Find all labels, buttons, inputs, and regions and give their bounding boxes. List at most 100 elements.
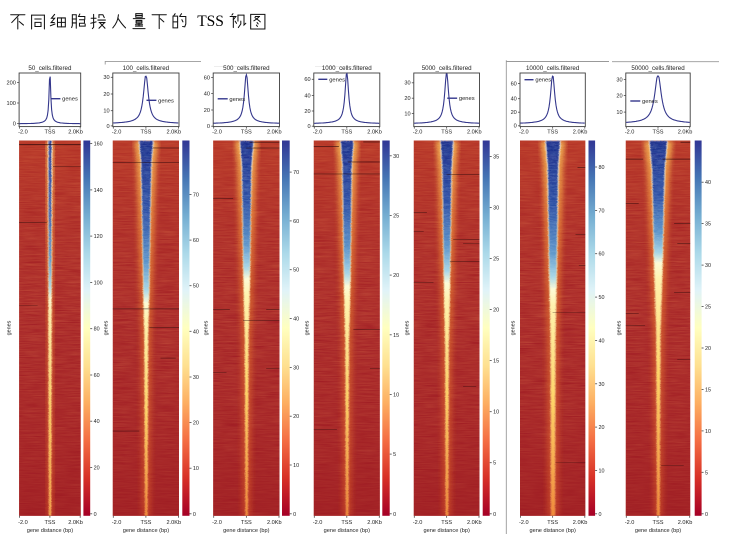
svg-text:50_cells.filtered: 50_cells.filtered bbox=[28, 65, 72, 72]
svg-text:60: 60 bbox=[599, 252, 605, 258]
svg-text:0: 0 bbox=[94, 512, 97, 518]
svg-text:-2.0: -2.0 bbox=[18, 130, 28, 136]
svg-text:0: 0 bbox=[705, 512, 708, 518]
svg-text:20: 20 bbox=[511, 110, 517, 116]
svg-text:gene distance (bp): gene distance (bp) bbox=[223, 528, 269, 534]
svg-text:TSS: TSS bbox=[547, 130, 558, 136]
svg-text:25: 25 bbox=[393, 214, 399, 220]
svg-text:2.0Kb: 2.0Kb bbox=[166, 130, 181, 136]
svg-text:TSS: TSS bbox=[441, 130, 452, 136]
svg-text:0: 0 bbox=[13, 122, 16, 128]
svg-text:20: 20 bbox=[493, 308, 499, 314]
svg-text:35: 35 bbox=[493, 154, 499, 160]
svg-text:0: 0 bbox=[493, 512, 496, 518]
svg-text:20: 20 bbox=[103, 92, 109, 98]
svg-text:30: 30 bbox=[103, 75, 109, 81]
svg-text:0: 0 bbox=[307, 124, 310, 130]
svg-text:genes: genes bbox=[459, 96, 475, 102]
svg-text:TSS: TSS bbox=[441, 520, 452, 526]
svg-text:2.0Kb: 2.0Kb bbox=[367, 520, 382, 526]
svg-text:genes: genes bbox=[329, 77, 345, 83]
svg-text:TSS: TSS bbox=[140, 130, 151, 136]
svg-text:2.0Kb: 2.0Kb bbox=[573, 520, 588, 526]
svg-text:20: 20 bbox=[293, 414, 299, 420]
svg-text:genes: genes bbox=[229, 97, 245, 103]
svg-text:200: 200 bbox=[7, 80, 16, 86]
svg-text:-2.0: -2.0 bbox=[313, 520, 323, 526]
svg-text:10: 10 bbox=[393, 393, 399, 399]
svg-text:5: 5 bbox=[393, 452, 396, 458]
svg-text:2.0Kb: 2.0Kb bbox=[68, 520, 83, 526]
svg-text:15: 15 bbox=[493, 359, 499, 365]
svg-text:40: 40 bbox=[293, 317, 299, 323]
svg-text:-2.0: -2.0 bbox=[112, 130, 122, 136]
svg-text:5: 5 bbox=[705, 470, 708, 476]
svg-text:20: 20 bbox=[393, 273, 399, 279]
svg-text:2.0Kb: 2.0Kb bbox=[68, 130, 83, 136]
svg-text:50000_cells.filtered: 50000_cells.filtered bbox=[631, 65, 685, 72]
svg-text:25: 25 bbox=[705, 305, 711, 311]
svg-text:gene distance (bp): gene distance (bp) bbox=[635, 528, 681, 534]
svg-text:100: 100 bbox=[7, 101, 16, 107]
svg-text:-2.0: -2.0 bbox=[212, 520, 222, 526]
svg-text:2.0Kb: 2.0Kb bbox=[678, 130, 693, 136]
svg-text:2.0Kb: 2.0Kb bbox=[166, 520, 181, 526]
svg-text:0: 0 bbox=[514, 124, 517, 130]
svg-text:genes: genes bbox=[62, 97, 78, 103]
svg-text:10: 10 bbox=[103, 109, 109, 115]
svg-text:TSS: TSS bbox=[547, 520, 558, 526]
svg-text:genes: genes bbox=[535, 78, 551, 84]
svg-text:10: 10 bbox=[293, 463, 299, 469]
svg-text:60: 60 bbox=[193, 238, 199, 244]
svg-text:20: 20 bbox=[193, 421, 199, 427]
svg-text:-2.0: -2.0 bbox=[625, 130, 635, 136]
svg-text:genes: genes bbox=[511, 320, 517, 335]
svg-text:-2.0: -2.0 bbox=[413, 130, 423, 136]
svg-text:TSS: TSS bbox=[44, 520, 55, 526]
svg-text:30: 30 bbox=[404, 81, 410, 87]
svg-text:50: 50 bbox=[293, 268, 299, 274]
svg-text:-2.0: -2.0 bbox=[112, 520, 122, 526]
svg-text:20: 20 bbox=[204, 108, 210, 114]
svg-text:TSS: TSS bbox=[197, 13, 224, 30]
svg-text:TSS: TSS bbox=[140, 520, 151, 526]
svg-text:TSS: TSS bbox=[44, 130, 55, 136]
svg-text:30: 30 bbox=[393, 154, 399, 160]
svg-text:10: 10 bbox=[705, 429, 711, 435]
svg-text:genes: genes bbox=[7, 320, 13, 335]
svg-text:30: 30 bbox=[599, 382, 605, 388]
svg-text:-2.0: -2.0 bbox=[313, 130, 323, 136]
svg-text:70: 70 bbox=[599, 208, 605, 214]
svg-text:5000_cells.filtered: 5000_cells.filtered bbox=[422, 65, 472, 72]
svg-text:genes: genes bbox=[103, 320, 109, 335]
svg-text:20: 20 bbox=[616, 93, 622, 99]
svg-text:TSS: TSS bbox=[653, 130, 664, 136]
svg-text:genes: genes bbox=[404, 320, 410, 335]
svg-text:35: 35 bbox=[705, 222, 711, 228]
svg-text:gene distance (bp): gene distance (bp) bbox=[123, 528, 169, 534]
svg-text:40: 40 bbox=[94, 419, 100, 425]
svg-text:5: 5 bbox=[493, 461, 496, 467]
svg-text:80: 80 bbox=[94, 327, 100, 333]
svg-text:60: 60 bbox=[204, 75, 210, 81]
svg-text:TSS: TSS bbox=[341, 520, 352, 526]
svg-text:70: 70 bbox=[193, 193, 199, 199]
svg-text:10: 10 bbox=[193, 466, 199, 472]
svg-text:-2.0: -2.0 bbox=[413, 520, 423, 526]
svg-text:0: 0 bbox=[293, 512, 296, 518]
svg-text:2.0Kb: 2.0Kb bbox=[267, 130, 282, 136]
svg-text:30: 30 bbox=[493, 206, 499, 212]
svg-text:20: 20 bbox=[404, 96, 410, 102]
svg-text:60: 60 bbox=[511, 82, 517, 88]
svg-text:15: 15 bbox=[393, 333, 399, 339]
svg-text:2.0Kb: 2.0Kb bbox=[367, 130, 382, 136]
svg-text:genes: genes bbox=[204, 320, 210, 335]
svg-text:2.0Kb: 2.0Kb bbox=[467, 520, 482, 526]
svg-text:20: 20 bbox=[304, 109, 310, 115]
svg-text:gene distance (bp): gene distance (bp) bbox=[423, 528, 469, 534]
svg-text:20: 20 bbox=[599, 425, 605, 431]
svg-text:-2.0: -2.0 bbox=[212, 130, 222, 136]
svg-text:0: 0 bbox=[207, 124, 210, 130]
svg-text:30: 30 bbox=[293, 365, 299, 371]
svg-text:genes: genes bbox=[158, 98, 174, 104]
